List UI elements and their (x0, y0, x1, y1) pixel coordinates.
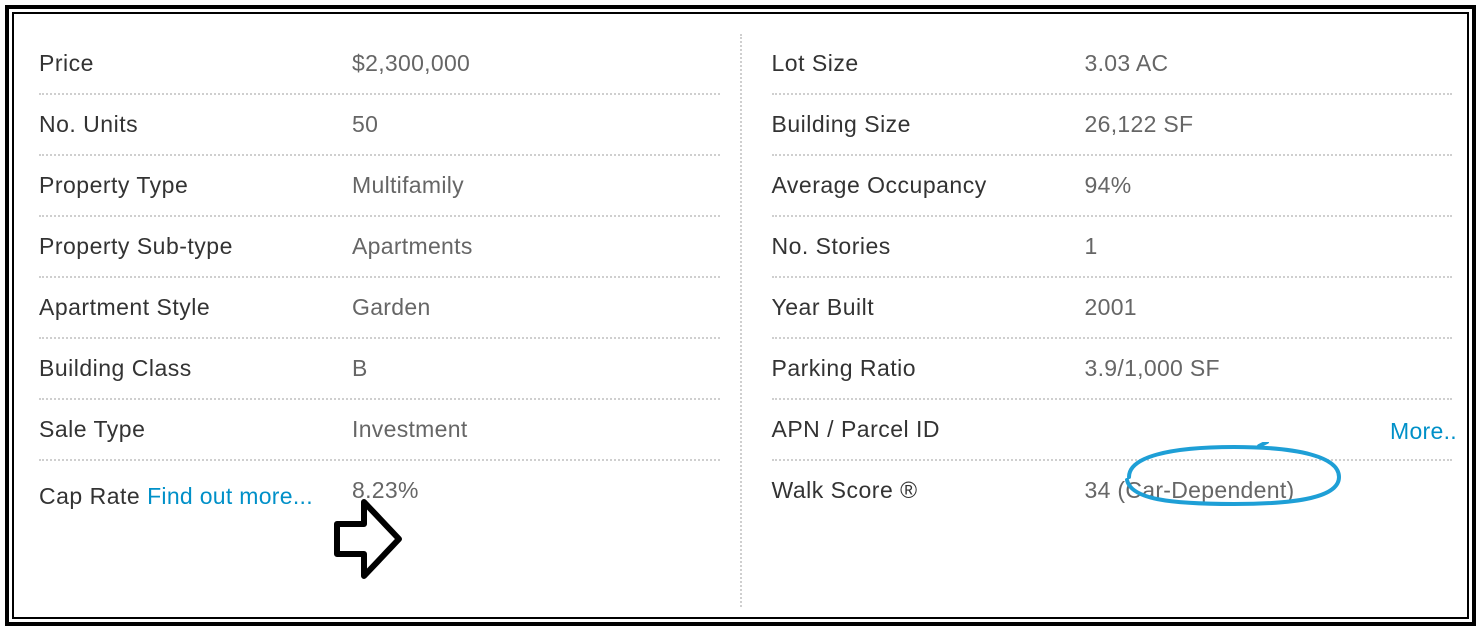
value-sale-type: Investment (352, 416, 719, 443)
row-walk-score: Walk Score ® 34 (Car-Dependent) (772, 461, 1453, 520)
row-apn-parcel: APN / Parcel ID More.. (772, 400, 1453, 461)
label-apn-parcel: APN / Parcel ID (772, 416, 1085, 443)
value-walk-score: 34 (Car-Dependent) (1085, 477, 1452, 504)
find-out-more-link[interactable]: Find out more... (147, 483, 313, 510)
row-sale-type: Sale Type Investment (39, 400, 720, 461)
row-lot-size: Lot Size 3.03 AC (772, 34, 1453, 95)
row-no-stories: No. Stories 1 (772, 217, 1453, 278)
value-no-stories: 1 (1085, 233, 1452, 260)
label-property-subtype: Property Sub-type (39, 233, 352, 260)
more-link[interactable]: More.. (1390, 418, 1457, 445)
value-price: $2,300,000 (352, 50, 719, 77)
row-building-size: Building Size 26,122 SF (772, 95, 1453, 156)
label-sale-type: Sale Type (39, 416, 352, 443)
row-building-class: Building Class B (39, 339, 720, 400)
value-no-units: 50 (352, 111, 719, 138)
row-price: Price $2,300,000 (39, 34, 720, 95)
row-no-units: No. Units 50 (39, 95, 720, 156)
label-building-size: Building Size (772, 111, 1085, 138)
label-cap-rate-text: Cap Rate (39, 483, 140, 509)
value-building-class: B (352, 355, 719, 382)
label-parking-ratio: Parking Ratio (772, 355, 1085, 382)
value-property-subtype: Apartments (352, 233, 719, 260)
label-cap-rate: Cap Rate Find out more... (39, 477, 352, 510)
value-apartment-style: Garden (352, 294, 719, 321)
row-apartment-style: Apartment Style Garden (39, 278, 720, 339)
row-avg-occupancy: Average Occupancy 94% (772, 156, 1453, 217)
row-cap-rate: Cap Rate Find out more... 8.23% (39, 461, 720, 526)
value-year-built: 2001 (1085, 294, 1452, 321)
row-property-type: Property Type Multifamily (39, 156, 720, 217)
value-lot-size: 3.03 AC (1085, 50, 1452, 77)
label-no-stories: No. Stories (772, 233, 1085, 260)
label-avg-occupancy: Average Occupancy (772, 172, 1085, 199)
label-property-type: Property Type (39, 172, 352, 199)
row-parking-ratio: Parking Ratio 3.9/1,000 SF (772, 339, 1453, 400)
value-building-size: 26,122 SF (1085, 111, 1452, 138)
label-walk-score: Walk Score ® (772, 477, 1085, 504)
outer-frame: Price $2,300,000 No. Units 50 Property T… (5, 5, 1476, 626)
details-columns: Price $2,300,000 No. Units 50 Property T… (39, 34, 1452, 607)
property-details-panel: Price $2,300,000 No. Units 50 Property T… (12, 12, 1469, 619)
value-avg-occupancy: 94% (1085, 172, 1452, 199)
value-cap-rate: 8.23% (352, 477, 719, 504)
label-price: Price (39, 50, 352, 77)
left-column: Price $2,300,000 No. Units 50 Property T… (39, 34, 740, 607)
value-parking-ratio: 3.9/1,000 SF (1085, 355, 1452, 382)
label-apartment-style: Apartment Style (39, 294, 352, 321)
label-year-built: Year Built (772, 294, 1085, 321)
row-property-subtype: Property Sub-type Apartments (39, 217, 720, 278)
value-property-type: Multifamily (352, 172, 719, 199)
row-year-built: Year Built 2001 (772, 278, 1453, 339)
label-lot-size: Lot Size (772, 50, 1085, 77)
right-column: Lot Size 3.03 AC Building Size 26,122 SF… (740, 34, 1453, 607)
label-building-class: Building Class (39, 355, 352, 382)
label-no-units: No. Units (39, 111, 352, 138)
